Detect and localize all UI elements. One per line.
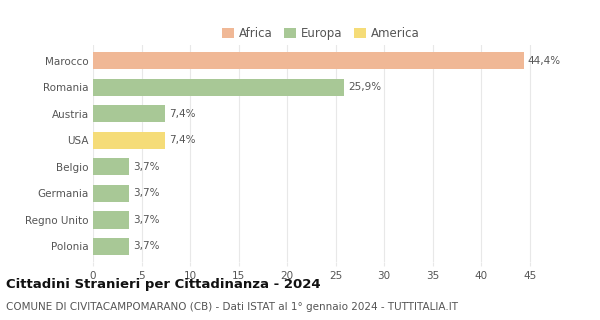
Text: COMUNE DI CIVITACAMPOMARANO (CB) - Dati ISTAT al 1° gennaio 2024 - TUTTITALIA.IT: COMUNE DI CIVITACAMPOMARANO (CB) - Dati … [6,302,458,312]
Legend: Africa, Europa, America: Africa, Europa, America [218,22,424,45]
Text: 7,4%: 7,4% [169,135,195,145]
Text: 3,7%: 3,7% [133,162,159,172]
Bar [93,79,344,96]
Bar [93,132,165,149]
Text: 7,4%: 7,4% [169,109,195,119]
Bar [93,185,129,202]
Bar [93,52,524,69]
Bar [93,238,129,255]
Text: 3,7%: 3,7% [133,188,159,198]
Text: 25,9%: 25,9% [348,82,381,92]
Bar [93,158,129,175]
Text: 3,7%: 3,7% [133,242,159,252]
Text: 44,4%: 44,4% [527,56,561,66]
Bar [93,211,129,228]
Text: 3,7%: 3,7% [133,215,159,225]
Text: Cittadini Stranieri per Cittadinanza - 2024: Cittadini Stranieri per Cittadinanza - 2… [6,278,320,292]
Bar [93,105,165,123]
